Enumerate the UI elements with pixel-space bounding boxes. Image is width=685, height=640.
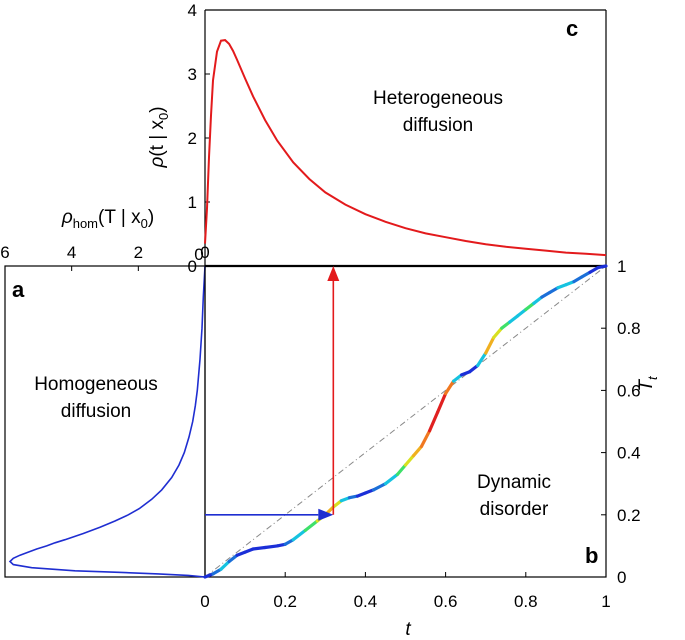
panel-b-ticks: 0 0.2 0.4 0.6 0.8 100.20.40.60.81 (200, 257, 640, 611)
panel-b-y-tick-label: 0.6 (617, 381, 641, 400)
panel-a-top-axis-label: ρhom(T | x0) (61, 207, 154, 231)
red-arrow-head (327, 266, 340, 281)
subordinator-curve-segment (500, 320, 512, 330)
subordinator-curve-segment (436, 391, 448, 414)
panel-b-y-tick-label: 0 (617, 568, 626, 587)
subordinator-curve-segment (227, 553, 239, 564)
subordinator-curve-segment (303, 519, 319, 533)
subordinator-curve-segment (419, 429, 432, 448)
panel-c-y-tick-label: 1 (188, 193, 197, 212)
panel-c-y-ticks: 0 1 2 3 4 (188, 1, 210, 276)
panel-c: 0 1 2 3 4 c Heterogeneous diffusion ρ(t | x0… (147, 1, 607, 276)
subordinator-curve-segment (516, 307, 528, 318)
panel-b-letter: b (585, 543, 598, 568)
identity-diagonal-line (204, 265, 607, 578)
panel-a-density-curve (8, 265, 206, 578)
subordinator-curve-segment (383, 472, 400, 486)
panel-b-x-tick-label: 0.4 (354, 592, 378, 611)
panel-c-density-curve (204, 39, 607, 257)
homogeneous-label-line1: Homogeneous (34, 374, 158, 395)
subordinator-curve-segment (492, 326, 504, 340)
subordinator-curve-segment (524, 301, 536, 312)
panel-c-y-tick-label: 2 (188, 129, 197, 148)
heterogeneous-label-line1: Heterogeneous (373, 88, 503, 109)
panel-b: 0 0.2 0.4 0.6 0.8 100.20.40.60.81 b Dynamic d… (200, 257, 660, 640)
subordinator-curve-segment (484, 335, 496, 355)
heterogeneous-label-line2: diffusion (403, 115, 473, 136)
dynamic-disorder-label-line1: Dynamic (477, 472, 551, 493)
panel-a-letter: a (12, 277, 25, 302)
panel-b-x-tick-label: 0.6 (434, 592, 458, 611)
panel-c-y-tick-label: 3 (188, 65, 197, 84)
subordinator-curve-segment (452, 373, 464, 383)
panel-c-x-tick-0: 0 (194, 245, 203, 264)
subordinator-curve-segment (291, 528, 307, 542)
subordinator-curve-segment (395, 463, 408, 476)
panel-a-top-tick-label: 6 (0, 243, 9, 262)
homogeneous-label-line2: diffusion (61, 401, 131, 422)
panel-b-subordinator-curve (203, 264, 608, 579)
panel-b-x-axis-label: t (405, 619, 411, 640)
subordinator-curve-segment (251, 545, 267, 551)
subordinator-curve-segment (508, 314, 520, 324)
panel-b-arrows (205, 266, 340, 521)
panel-b-x-tick-label: 1 (601, 592, 610, 611)
subordinator-curve-segment (403, 454, 416, 467)
panel-a-top-tick-label: 0 (200, 243, 209, 262)
panel-b-x-tick-label: 0.8 (514, 592, 538, 611)
panel-b-y-tick-label: 0.2 (617, 506, 641, 525)
subordinator-curve-segment (263, 544, 279, 550)
panel-c-y-axis-label: ρ(t | x0) (147, 106, 171, 168)
panel-b-y-axis-label: Tt (636, 375, 660, 392)
subordinator-curve-segment (331, 499, 343, 509)
panel-b-x-tick-label: 0 (200, 592, 209, 611)
subordinator-curve-segment (468, 363, 480, 374)
dynamic-disorder-label-line2: disorder (480, 499, 549, 520)
subordinator-curve-segment (411, 444, 424, 458)
panel-c-y-tick-label: 4 (188, 1, 197, 20)
panel-a-top-tick-label: 4 (67, 243, 76, 262)
panel-c-letter: c (566, 16, 578, 41)
panel-a: 6 4 2 0 a Homogeneous diffusion ρhom(T | x0… (0, 207, 210, 578)
panel-b-x-tick-label: 0.2 (273, 592, 297, 611)
subordinator-curve-segment (444, 379, 456, 396)
panel-b-y-tick-label: 0.4 (617, 444, 641, 463)
panel-a-top-tick-label: 2 (134, 243, 143, 262)
subordinator-curve-segment (428, 410, 440, 433)
subordinator-curve-segment (532, 295, 544, 305)
subordinator-curve-segment (371, 482, 388, 492)
panel-a-top-ticks: 6 4 2 0 (0, 243, 210, 271)
subordinator-curve-segment (596, 264, 608, 270)
panel-b-y-tick-label: 1 (617, 257, 626, 276)
subordinator-curve-segment (219, 559, 231, 571)
subordinator-curve-segment (476, 351, 488, 368)
panel-b-y-tick-label: 0.8 (617, 319, 641, 338)
blue-arrow-head (318, 508, 334, 521)
